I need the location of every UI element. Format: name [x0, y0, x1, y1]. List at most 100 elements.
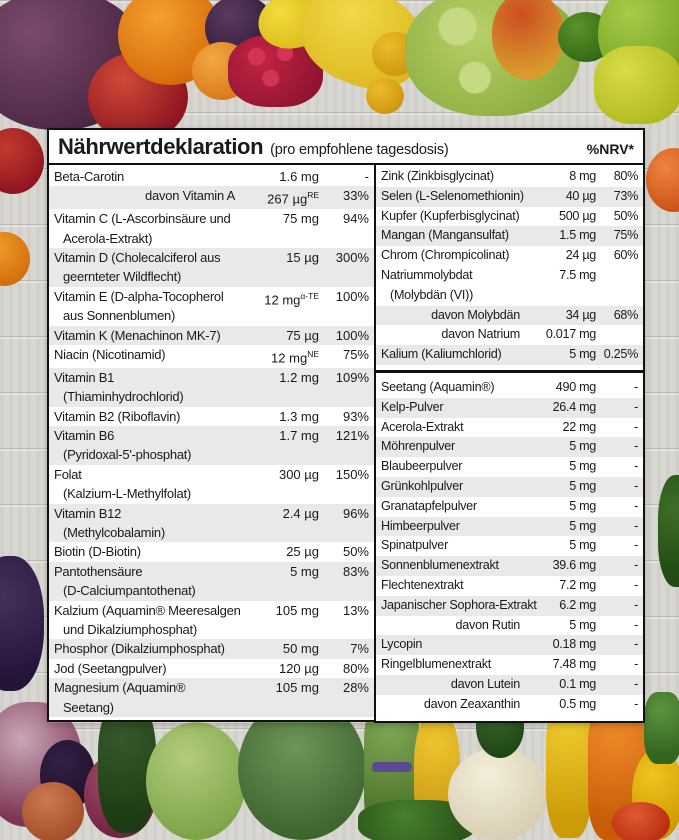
nutrient-name-line: (D-Calciumpantothenat)	[63, 583, 196, 599]
nutrient-amount: 5 mg	[530, 345, 596, 365]
table-row: Niacin (Nicotinamid) 12 mgNE 75%	[49, 345, 374, 368]
nutrient-amount: 24 µg	[530, 246, 597, 266]
table-row: Phosphor (Dikalziumphosphat) 50 mg 7%	[49, 639, 374, 659]
nutrient-amount: 0.017 mg	[530, 325, 596, 345]
nutrient-name-line: Himbeerpulver	[381, 518, 460, 533]
nutrient-amount: 1.3 mg	[245, 407, 319, 426]
nutrient-name-line: Vitamin K (Menachinon MK-7)	[54, 327, 221, 343]
kumquat-left-margin-decoration	[0, 232, 30, 286]
nutrient-amount-value: 0.18 mg	[552, 637, 597, 652]
nutrient-amount: 5 mg	[530, 497, 596, 517]
nutrient-name-line: Biotin (D-Biotin)	[54, 544, 141, 560]
nutrient-amount: 5 mg	[530, 536, 596, 556]
nutrient-amount-value: 40 µg	[565, 188, 597, 203]
apple-left-margin-decoration	[0, 128, 44, 194]
nutrient-amount-value: 75 µg	[286, 327, 319, 343]
nutrient-nrv: 96%	[342, 505, 369, 521]
nutrient-amount-value: 12 mg	[264, 292, 301, 308]
nutrient-name-line: Mangan (Mangansulfat)	[381, 228, 509, 243]
nutrient-name-line: davon Zeaxanthin	[423, 696, 520, 711]
nutrient-nrv: 0.25%	[603, 347, 639, 362]
nutrient-nrv: 13%	[342, 602, 369, 618]
nutrient-name: Vitamin K (Menachinon MK-7)	[54, 326, 245, 345]
section-separator	[376, 369, 643, 373]
nutrient-name-line: Seetang (Aquamin®)	[381, 379, 495, 394]
table-row: Kalzium (Aquamin® Meeresalgen und Dikalzi…	[49, 601, 374, 640]
nutrient-amount: 0.18 mg	[530, 635, 597, 655]
nutrient-name-line: Spinatpulver	[381, 538, 449, 553]
table-row: Acerola-Extrakt 22 mg -	[376, 418, 643, 438]
table-row: Folat (Kalzium-L-Methylfolat) 300 µg 150%	[49, 465, 374, 504]
nutrient-amount: 15 µg	[245, 248, 319, 287]
nutrient-amount-value: 1.6 mg	[279, 169, 319, 184]
label-subtitle: (pro empfohlene tagesdosis)	[270, 142, 449, 158]
nutrient-amount-value: 5 mg	[569, 538, 596, 553]
nutrient-nrv: 80%	[342, 660, 369, 676]
nutrient-name-line: Vitamin B12	[54, 505, 122, 521]
nutrient-amount-value: 0.017 mg	[545, 327, 596, 342]
nutrient-name-line: Beta-Carotin	[54, 169, 124, 184]
nutrient-amount-value: 5 mg	[569, 617, 596, 632]
nutrient-name-line: Kalzium (Aquamin® Meeresalgen	[54, 602, 241, 618]
nutrient-name: Vitamin B2 (Riboflavin)	[54, 407, 245, 426]
nutrient-name: Magnesium (Aquamin® Seetang)	[54, 678, 245, 717]
nutrient-nrv: -	[634, 498, 638, 513]
nutrient-amount: 6.2 mg	[530, 596, 596, 616]
nutrient-name-line: geernteter Wildflecht)	[63, 269, 182, 285]
nutrient-nrv: -	[634, 558, 638, 573]
nutrient-amount: 5 mg	[530, 477, 596, 497]
nutrient-name: Spinatpulver	[381, 536, 530, 556]
nutrient-name-line: (Kalzium-L-Methylfolat)	[63, 486, 191, 502]
table-row: Granatapfelpulver 5 mg -	[376, 497, 643, 517]
nutrient-name-line: Chrom (Chrompicolinat)	[381, 248, 510, 263]
nutrient-amount-value: 300 µg	[278, 466, 319, 482]
nutrient-nrv: -	[634, 459, 638, 474]
table-row: Mangan (Mangansulfat) 1.5 mg 75%	[376, 226, 643, 247]
nutrient-nrv: -	[634, 617, 638, 632]
table-row: Flechtenextrakt 7.2 mg -	[376, 576, 643, 596]
nutrient-amount-value: 490 mg	[555, 379, 597, 394]
nutrient-name: Mangan (Mangansulfat)	[381, 226, 530, 246]
nutrient-amount: 22 mg	[530, 418, 596, 438]
nutrient-amount-value: 6.2 mg	[559, 597, 596, 612]
table-row: Spinatpulver 5 mg -	[376, 536, 643, 556]
nutrient-amount-value: 12 mg	[271, 350, 308, 366]
nutrient-amount: 1.2 mg	[245, 368, 319, 407]
nrv-column-header: %NRV*	[586, 141, 634, 157]
nutrient-amount: 0.1 mg	[530, 675, 596, 695]
nutrient-name: Vitamin C (L-Ascorbinsäure und Acerola-Ex…	[54, 209, 245, 248]
nutrient-nrv	[596, 325, 638, 345]
nutrient-name-line: Pantothensäure	[54, 563, 143, 579]
nutrient-name-line: Magnesium (Aquamin®	[54, 680, 186, 696]
table-row: Blaubeerpulver 5 mg -	[376, 457, 643, 477]
table-row: Chrom (Chrompicolinat) 24 µg 60%	[376, 246, 643, 266]
nutrient-name-line: Niacin (Nicotinamid)	[54, 346, 166, 362]
nutrient-nrv: 50%	[613, 208, 639, 223]
nutrient-name-line: Flechtenextrakt	[381, 577, 464, 592]
nutrient-nrv: -	[364, 169, 369, 184]
nutrient-name: Granatapfelpulver	[381, 497, 530, 517]
nutrient-name-line: Granatapfelpulver	[381, 498, 477, 513]
nutrient-name: Phosphor (Dikalziumphosphat)	[54, 639, 245, 658]
nutrient-amount-value: 8 mg	[569, 169, 596, 183]
table-row: Selen (L-Selenomethionin) 40 µg 73%	[376, 186, 643, 207]
nutrient-amount: 5 mg	[530, 517, 596, 537]
nutrient-name-line: (Thiaminhydrochlorid)	[63, 389, 184, 405]
table-row: Kalium (Kaliumchlorid) 5 mg 0.25%	[376, 345, 643, 365]
nutrient-name-line: Vitamin B1	[54, 369, 115, 385]
table-row: Vitamin B2 (Riboflavin) 1.3 mg 93%	[49, 407, 374, 426]
nutrient-name-line: Phosphor (Dikalziumphosphat)	[54, 641, 225, 657]
nutrient-amount: 1.5 mg	[530, 226, 596, 246]
eggplant-left-margin-decoration	[0, 556, 44, 691]
nutrient-name: Vitamin B12 (Methylcobalamin)	[54, 504, 245, 543]
nutrient-amount-superscript: NE	[307, 348, 319, 359]
nutrient-amount: 267 µgRE	[245, 186, 319, 209]
nutrient-name: Beta-Carotin	[54, 167, 245, 186]
nutrient-amount-value: 105 mg	[275, 680, 319, 696]
table-row: Jod (Seetangpulver) 120 µg 80%	[49, 659, 374, 678]
nutrient-amount: 2.4 µg	[245, 504, 319, 543]
nutrient-nrv: 100%	[335, 327, 369, 343]
nutrient-name-line: davon Lutein	[450, 676, 520, 691]
table-row: Zink (Zinkbisglycinat) 8 mg 80%	[376, 167, 643, 187]
nutrient-amount: 12 mgNE	[245, 345, 319, 368]
